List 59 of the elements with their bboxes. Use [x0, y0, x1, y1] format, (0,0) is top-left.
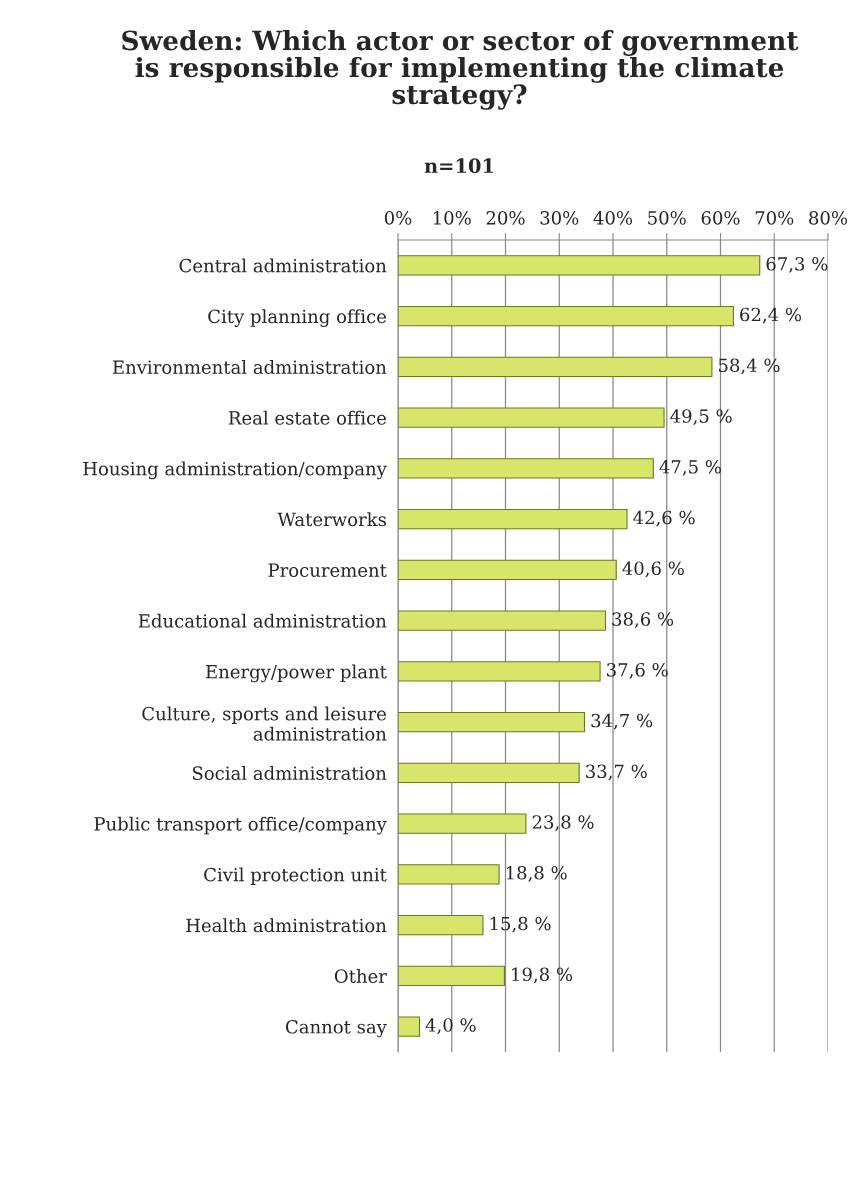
- y-tick-label: City planning office: [208, 309, 386, 327]
- y-tick-label: Civil protection unit: [204, 867, 387, 885]
- y-tick-label: Educational administration: [138, 613, 387, 628]
- data-label: 38,6 %: [612, 612, 674, 629]
- y-tick-label: Cannot say: [285, 1019, 387, 1038]
- x-tick-label: 70%: [755, 211, 794, 225]
- y-tick-label: Social administration: [192, 766, 387, 780]
- data-label: 4,0 %: [425, 1018, 476, 1035]
- y-tick-label: Procurement: [268, 563, 387, 577]
- bar: [398, 661, 601, 682]
- data-label: 34,7 %: [591, 713, 653, 730]
- bar: [398, 1016, 421, 1037]
- x-tick-label: 0%: [384, 211, 412, 225]
- bar: [398, 356, 713, 378]
- bar: [398, 711, 586, 733]
- y-tick-label: Health administration: [186, 918, 387, 933]
- data-label: 62,4 %: [740, 307, 802, 324]
- bar: [398, 610, 607, 631]
- x-tick-label: 10%: [433, 211, 471, 225]
- x-tick-label: 60%: [701, 211, 740, 225]
- bar: [398, 407, 665, 428]
- y-tick-label: Waterworks: [277, 512, 386, 527]
- bar: [398, 508, 628, 530]
- x-tick-label: 40%: [593, 211, 633, 225]
- data-label: 58,4 %: [718, 358, 780, 375]
- y-tick-label: Central administration: [179, 258, 387, 273]
- x-tick-label: 30%: [540, 211, 579, 225]
- x-tick-label: 50%: [648, 211, 686, 225]
- bar: [398, 762, 580, 784]
- bar: [398, 305, 734, 327]
- chart-title: Sweden: Which actor or sector of government is responsible for implementing the climate strategy?: [122, 30, 799, 110]
- y-tick-label: Public transport office/company: [94, 816, 387, 835]
- y-tick-label: Environmental administration: [112, 360, 387, 374]
- data-label: 19,8 %: [512, 967, 573, 984]
- bar: [398, 864, 500, 885]
- bar: [398, 813, 527, 834]
- x-tick-label: 80%: [809, 211, 848, 225]
- y-tick-label: Culture, sports and leisure administration: [142, 706, 387, 741]
- y-tick-label: Real estate office: [228, 410, 386, 425]
- data-label: 37,6 %: [607, 662, 668, 679]
- data-label: 15,8 %: [490, 916, 551, 933]
- bar: [398, 914, 484, 936]
- data-label: 67,3 %: [766, 256, 828, 273]
- bar: [398, 255, 761, 276]
- bar: [398, 458, 654, 479]
- y-tick-label: Energy/power plant: [205, 664, 387, 683]
- data-label: 18,8 %: [506, 865, 567, 882]
- y-tick-label: Housing administration/company: [83, 461, 387, 480]
- data-label: 42,6 %: [633, 510, 695, 527]
- data-label: 47,5 %: [659, 459, 721, 476]
- y-tick-label: Other: [334, 969, 387, 983]
- data-label: 40,6 %: [622, 561, 684, 578]
- x-tick-label: 20%: [486, 211, 525, 225]
- data-label: 49,5 %: [670, 409, 732, 426]
- bar: [398, 965, 505, 987]
- bar: [398, 559, 617, 581]
- chart-subtitle: n=101: [424, 158, 494, 174]
- data-label: 33,7 %: [586, 764, 647, 781]
- data-label: 23,8 %: [532, 815, 594, 832]
